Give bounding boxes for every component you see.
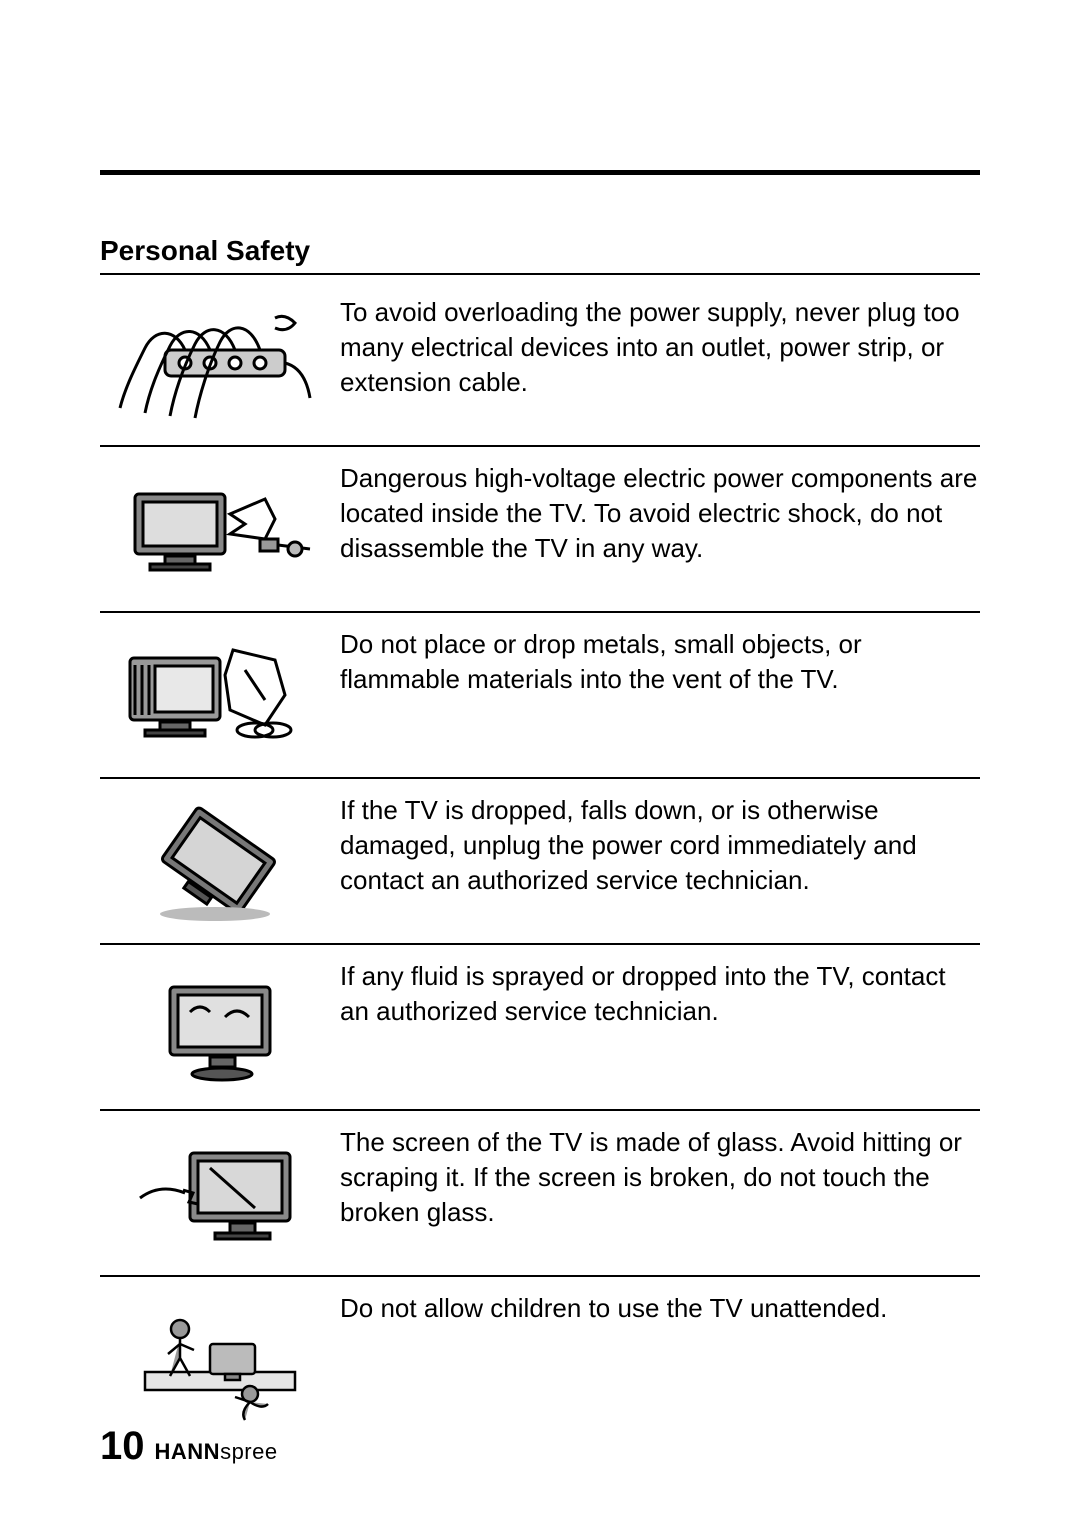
page-number: 10 [100, 1424, 145, 1469]
safety-item: If any fluid is sprayed or dropped into … [100, 945, 980, 1109]
safety-item: The screen of the TV is made of glass. A… [100, 1111, 980, 1275]
safety-item-text: The screen of the TV is made of glass. A… [330, 1123, 980, 1230]
safety-item: To avoid overloading the power supply, n… [100, 281, 980, 445]
safety-item-text: Do not place or drop metals, small objec… [330, 625, 980, 697]
page-footer: 10 HANNspree [100, 1424, 278, 1469]
safety-item-text: Dangerous high-voltage electric power co… [330, 459, 980, 566]
safety-item: If the TV is dropped, falls down, or is … [100, 779, 980, 943]
safety-item-text: Do not allow children to use the TV unat… [330, 1289, 980, 1326]
safety-item-text: If the TV is dropped, falls down, or is … [330, 791, 980, 898]
disassemble-warning-icon [100, 459, 330, 599]
title-rule [100, 273, 980, 275]
safety-item-text: To avoid overloading the power supply, n… [330, 293, 980, 400]
safety-item: Do not allow children to use the TV unat… [100, 1277, 980, 1441]
children-unattended-icon [100, 1289, 330, 1429]
safety-item: Dangerous high-voltage electric power co… [100, 447, 980, 611]
dropped-tv-icon [100, 791, 330, 931]
glass-screen-icon [100, 1123, 330, 1263]
brand-bold: HANN [155, 1439, 221, 1464]
brand-logo: HANNspree [155, 1439, 278, 1465]
objects-in-vent-icon [100, 625, 330, 765]
safety-item: Do not place or drop metals, small objec… [100, 613, 980, 777]
fluid-in-tv-icon [100, 957, 330, 1097]
top-rule [100, 170, 980, 175]
brand-thin: spree [220, 1439, 278, 1464]
section-title: Personal Safety [100, 235, 980, 267]
power-strip-overload-icon [100, 293, 330, 433]
safety-item-text: If any fluid is sprayed or dropped into … [330, 957, 980, 1029]
